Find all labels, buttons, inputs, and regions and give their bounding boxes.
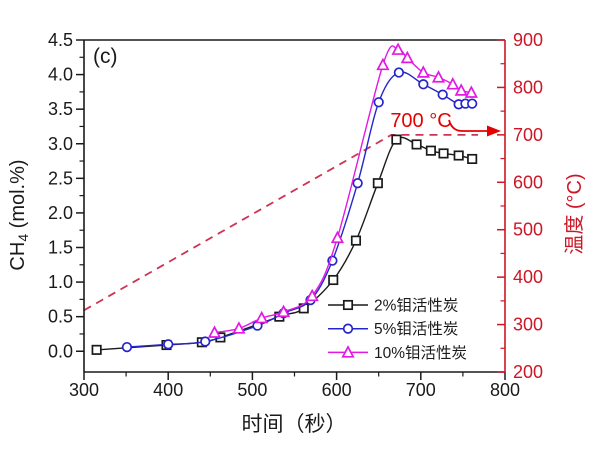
triangle-marker bbox=[446, 77, 460, 90]
series-triangle bbox=[207, 42, 478, 338]
square-marker bbox=[391, 134, 402, 145]
legend-item-2%钼活性炭: 2%钼活性炭 bbox=[328, 297, 458, 315]
y-left-tick-label: 3.5 bbox=[48, 99, 73, 119]
circle-marker bbox=[121, 341, 133, 353]
temperature-annotation: 700 °C bbox=[390, 110, 501, 137]
square-marker bbox=[438, 148, 449, 159]
y-right-tick-label: 700 bbox=[513, 125, 543, 145]
square-marker bbox=[372, 178, 383, 189]
square-marker bbox=[411, 139, 422, 150]
triangle-marker bbox=[454, 83, 468, 96]
circle-marker bbox=[342, 323, 354, 334]
circle-marker bbox=[418, 79, 429, 90]
x-axis-tick-label: 400 bbox=[153, 380, 183, 400]
annotation-700c-text: 700 °C bbox=[390, 110, 451, 132]
legend-label: 5%钼活性炭 bbox=[374, 320, 458, 338]
triangle-marker bbox=[330, 230, 345, 244]
triangle-marker bbox=[207, 325, 222, 338]
y-left-tick-label: 1.0 bbox=[48, 272, 73, 292]
circle-marker bbox=[200, 336, 211, 347]
y-right-axis-title: 温度 (°C) bbox=[563, 173, 586, 254]
legend-item-10%钼活性炭: 10%钼活性炭 bbox=[328, 344, 467, 362]
y-left-tick-label: 0.0 bbox=[48, 341, 73, 361]
annotation-arrow-line bbox=[448, 119, 487, 132]
annotation-arrow-head bbox=[487, 125, 501, 137]
y-left-tick-label: 3.0 bbox=[48, 134, 73, 154]
legend-item-5%钼活性炭: 5%钼活性炭 bbox=[328, 320, 458, 338]
circle-marker bbox=[352, 178, 363, 189]
circle-marker bbox=[393, 67, 405, 78]
legend-label: 10%钼活性炭 bbox=[374, 344, 467, 362]
legend: 2%钼活性炭 5%钼活性炭 10%钼活性炭 bbox=[328, 297, 467, 362]
temperature-dashed-line bbox=[83, 134, 479, 312]
x-axis-tick-label: 600 bbox=[322, 380, 352, 400]
y-left-tick-label: 4.0 bbox=[48, 65, 73, 85]
y-right-tick-label: 200 bbox=[513, 362, 543, 382]
axes: 300 400 500 600 700 800 0.0 0.5 1.0 1.5 2.0 2.5 3.0 3… bbox=[48, 30, 543, 400]
square-marker bbox=[342, 299, 354, 311]
x-axis-tick-label: 800 bbox=[490, 380, 520, 400]
y-left-tick-label: 0.5 bbox=[48, 307, 73, 327]
triangle-marker bbox=[255, 310, 269, 324]
y-left-tick-label: 2.5 bbox=[48, 168, 73, 188]
x-axis-tick-label: 500 bbox=[237, 380, 267, 400]
triangle-marker bbox=[276, 304, 291, 318]
triangle-marker bbox=[400, 50, 414, 64]
x-axis-title: 时间（秒） bbox=[242, 413, 347, 436]
triangle-marker bbox=[341, 345, 355, 358]
y-right-tick-label: 900 bbox=[513, 30, 543, 50]
y-right-tick-label: 600 bbox=[513, 172, 543, 192]
square-marker bbox=[467, 153, 478, 165]
y-left-tick-label: 2.0 bbox=[48, 203, 73, 223]
circle-marker bbox=[437, 89, 448, 100]
square-marker bbox=[328, 274, 339, 286]
y-right-tick-label: 400 bbox=[513, 267, 543, 287]
triangle-marker bbox=[232, 321, 246, 334]
x-axis-tick-label: 700 bbox=[406, 380, 436, 400]
panel-label: (c) bbox=[93, 45, 118, 68]
circle-marker bbox=[373, 97, 384, 108]
square-marker bbox=[453, 150, 464, 161]
legend-label: 2%钼活性炭 bbox=[374, 297, 458, 315]
triangle-marker bbox=[305, 288, 319, 302]
triangle-marker bbox=[416, 65, 430, 78]
axis-titles: 时间（秒） CH4 (mol.%) 温度 (°C) (c) bbox=[7, 45, 586, 436]
circle-marker bbox=[163, 339, 174, 350]
y-left-tick-label: 4.5 bbox=[48, 30, 73, 50]
triangle-marker bbox=[376, 57, 390, 71]
circle-marker bbox=[467, 98, 478, 109]
square-marker bbox=[91, 344, 102, 355]
x-axis-tick-label: 300 bbox=[69, 380, 99, 400]
y-right-tick-label: 500 bbox=[513, 220, 543, 240]
y-right-tick-label: 800 bbox=[513, 77, 543, 97]
y-left-axis-title: CH4 (mol.%) bbox=[7, 159, 31, 270]
y-right-tick-label: 300 bbox=[513, 315, 543, 335]
square-marker bbox=[350, 235, 362, 246]
square-marker bbox=[425, 145, 436, 156]
triangle-marker bbox=[391, 42, 405, 55]
triangle-marker bbox=[431, 70, 446, 83]
y-left-tick-label: 1.5 bbox=[48, 238, 73, 258]
temperature-profile-line bbox=[83, 134, 479, 312]
triangle-marker bbox=[464, 85, 478, 98]
